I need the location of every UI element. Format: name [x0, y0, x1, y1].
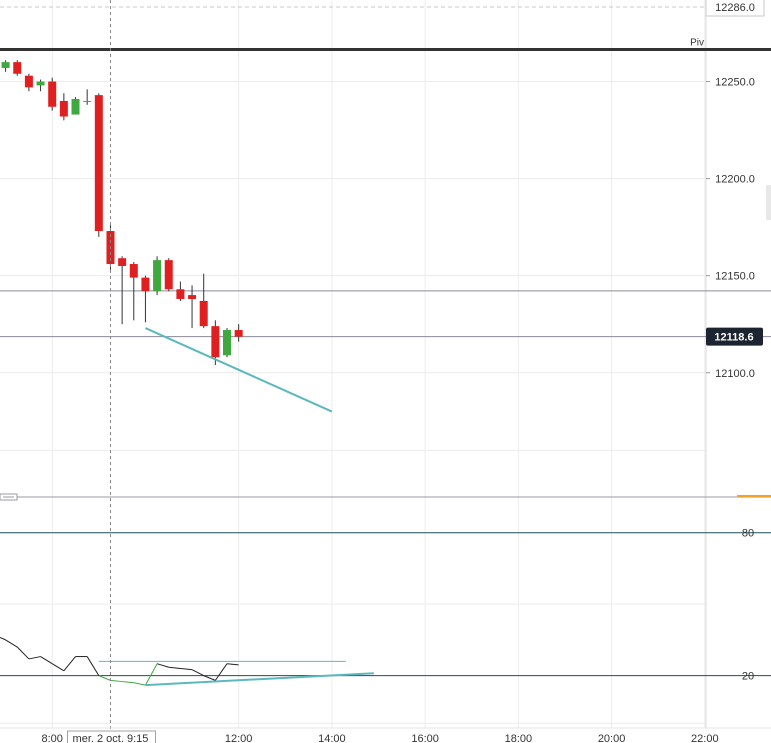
oscillator-line-segment	[28, 656, 41, 660]
candle[interactable]	[13, 60, 22, 76]
oscillator-panel[interactable]	[0, 532, 771, 687]
price-panel[interactable]: Piv	[0, 38, 771, 413]
time-tick-label: 20:00	[598, 733, 626, 743]
candle[interactable]	[118, 256, 127, 325]
oscillator-line-segment	[98, 675, 111, 681]
oscillator-line-segment	[203, 675, 216, 681]
pivot-line: Piv	[0, 38, 771, 52]
last-price-badge: 12118.6	[706, 327, 763, 346]
oscillator-tick-label: 20	[742, 671, 754, 683]
candle-body-bull[interactable]	[83, 100, 92, 102]
oscillator-line-segment	[144, 663, 158, 686]
candle-body-bear[interactable]	[188, 295, 197, 299]
candle-body-bear[interactable]	[118, 258, 127, 266]
oscillator-line-segment	[86, 656, 100, 676]
top-value-box: 12286.0	[705, 0, 765, 17]
candle[interactable]	[59, 93, 68, 121]
crosshair-time-box: mer. 2 oct. 9:15	[66, 730, 156, 743]
candle-body-bear[interactable]	[24, 75, 33, 88]
oscillator-line-segment	[133, 682, 146, 686]
oscillator-lines[interactable]	[0, 637, 374, 687]
oscillator-line-segment	[168, 666, 181, 669]
candle[interactable]	[234, 324, 243, 342]
candle[interactable]	[176, 281, 185, 301]
price-axis[interactable]: 12286.0 12250.0 12200.0 12150.0 12100.0 121…	[705, 0, 765, 380]
last-price-label: 12118.6	[714, 332, 753, 344]
oscillator-line-segment	[180, 667, 193, 671]
oscillator-line-segment	[226, 663, 239, 666]
time-tick-label: 14:00	[318, 733, 346, 743]
candle-body-bull[interactable]	[36, 81, 45, 86]
top-value-label: 12286.0	[715, 2, 755, 14]
panel-separator[interactable]	[0, 493, 771, 501]
candle-body-bear[interactable]	[141, 277, 150, 292]
price-tick-label: 12100.0	[715, 368, 755, 380]
candle[interactable]	[129, 262, 138, 321]
candle-body-bear[interactable]	[129, 264, 138, 278]
oscillator-line-segment	[5, 639, 18, 648]
vertical-scrollbar[interactable]	[766, 185, 771, 220]
grid	[0, 0, 707, 728]
time-tick-label: 22:00	[691, 733, 719, 743]
oscillator-line-segment	[0, 637, 6, 641]
candle[interactable]	[211, 320, 220, 365]
pivot-label: Piv	[690, 38, 704, 49]
oscillator-line-segment	[122, 681, 134, 684]
time-tick-label: 18:00	[505, 733, 533, 743]
oscillator-line-segment	[63, 656, 76, 672]
candle[interactable]	[1, 60, 10, 72]
candle-body-bull[interactable]	[153, 260, 162, 292]
price-tick-label: 12150.0	[715, 271, 755, 283]
oscillator-line-segment	[16, 646, 30, 660]
oscillator-levels	[0, 532, 771, 677]
candle[interactable]	[223, 328, 232, 358]
oscillator-line-segment	[51, 663, 65, 672]
candle[interactable]	[36, 79, 45, 92]
oscillator-tick-label: 80	[742, 528, 754, 540]
candle-body-bear[interactable]	[176, 289, 185, 299]
candle-body-bear[interactable]	[13, 62, 22, 74]
time-tick-labels: 8:00 12:00 14:00 16:00 18:00 20:00 22:00	[41, 733, 718, 743]
candle-body-bear[interactable]	[48, 81, 57, 107]
price-tick-labels: 12250.0 12200.0 12150.0 12100.0	[706, 77, 755, 380]
candle[interactable]	[188, 285, 197, 329]
time-tick-label: 12:00	[225, 733, 253, 743]
price-trendline[interactable]	[145, 327, 333, 413]
oscillator-line-segment	[214, 663, 228, 681]
candle[interactable]	[24, 73, 33, 92]
oscillator-axis: 80 20	[742, 528, 754, 683]
candle-body-bear[interactable]	[234, 330, 243, 337]
candle[interactable]	[164, 258, 173, 292]
candle[interactable]	[94, 93, 103, 237]
time-tick-label: 16:00	[411, 733, 439, 743]
candle[interactable]	[83, 89, 92, 105]
candle-body-bull[interactable]	[223, 330, 232, 356]
price-tick-label: 12200.0	[715, 174, 755, 186]
candle[interactable]	[199, 273, 208, 329]
candle-body-bear[interactable]	[59, 100, 68, 117]
horizontal-levels	[0, 290, 771, 338]
candle-body-bull[interactable]	[71, 99, 80, 115]
time-tick-label: 8:00	[41, 733, 62, 743]
price-tick-label: 12250.0	[715, 77, 755, 89]
oscillator-line-segment	[191, 669, 204, 677]
candle[interactable]	[141, 275, 150, 323]
candle-body-bear[interactable]	[94, 95, 103, 232]
time-axis[interactable]: 8:00 12:00 14:00 16:00 18:00 20:00 22:00 mer. …	[0, 727, 771, 743]
oscillator-line-segment	[40, 656, 53, 665]
oscillator-support-trendline[interactable]	[145, 672, 374, 687]
candle-body-bear[interactable]	[211, 326, 220, 358]
oscillator-line-segment	[156, 663, 169, 668]
candle-body-bear[interactable]	[164, 260, 173, 290]
price-trendline-segment[interactable]	[145, 327, 333, 413]
crosshair-time-label: mer. 2 oct. 9:15	[73, 733, 149, 743]
oscillator-line-segment	[110, 679, 123, 683]
candle-body-bull[interactable]	[1, 62, 10, 68]
candle[interactable]	[48, 77, 57, 111]
candle-body-bear[interactable]	[199, 300, 208, 327]
candle[interactable]	[71, 97, 80, 115]
candle[interactable]	[153, 256, 162, 296]
